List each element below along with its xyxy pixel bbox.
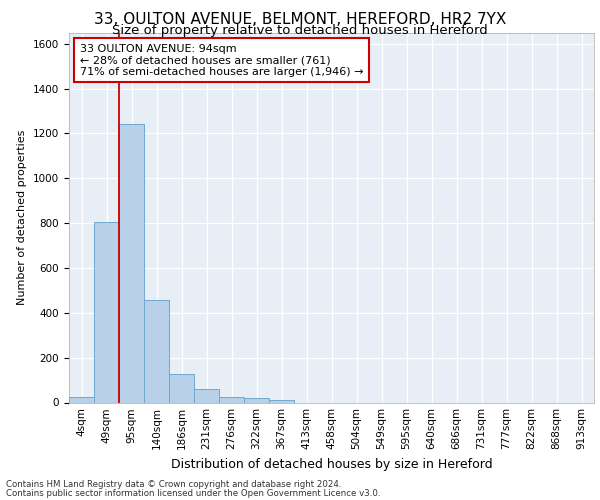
Text: 33, OULTON AVENUE, BELMONT, HEREFORD, HR2 7YX: 33, OULTON AVENUE, BELMONT, HEREFORD, HR… — [94, 12, 506, 28]
Y-axis label: Number of detached properties: Number of detached properties — [17, 130, 28, 305]
Bar — [194, 389, 219, 402]
Text: Contains public sector information licensed under the Open Government Licence v3: Contains public sector information licen… — [6, 488, 380, 498]
Bar — [69, 397, 94, 402]
Text: 33 OULTON AVENUE: 94sqm
← 28% of detached houses are smaller (761)
71% of semi-d: 33 OULTON AVENUE: 94sqm ← 28% of detache… — [79, 44, 363, 77]
Bar — [219, 397, 244, 402]
Bar — [94, 222, 119, 402]
Text: Size of property relative to detached houses in Hereford: Size of property relative to detached ho… — [112, 24, 488, 37]
Bar — [244, 398, 269, 402]
Bar — [269, 400, 294, 402]
Bar — [144, 300, 169, 402]
Bar — [169, 374, 194, 402]
X-axis label: Distribution of detached houses by size in Hereford: Distribution of detached houses by size … — [170, 458, 493, 471]
Bar — [119, 124, 144, 402]
Text: Contains HM Land Registry data © Crown copyright and database right 2024.: Contains HM Land Registry data © Crown c… — [6, 480, 341, 489]
